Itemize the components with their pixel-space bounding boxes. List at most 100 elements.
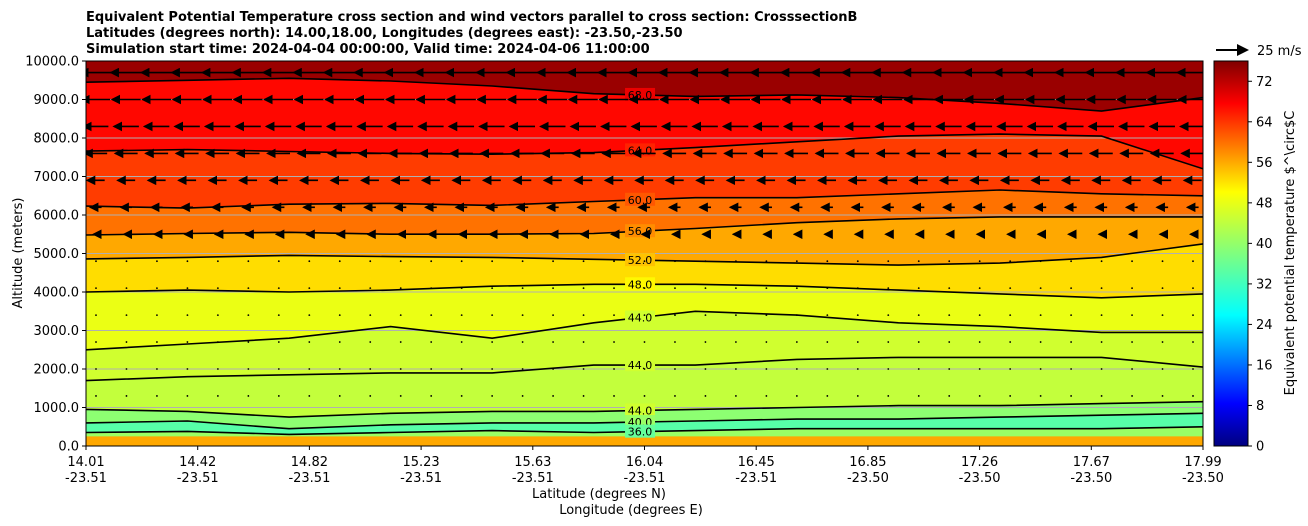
colorbar-tick-label: 48 [1256,196,1273,211]
wind-vector [1100,368,1103,370]
wind-vector [1009,341,1012,343]
y-tick-label: 4000.0 [34,286,80,301]
x-tick-label-lat: 14.42 [179,455,216,470]
wind-vector [552,395,554,397]
wind-vector [1192,260,1194,263]
wind-vector [156,287,158,290]
wind-vector [917,314,920,316]
x-tick-label-lat: 16.45 [738,455,775,470]
y-tick-label: 1000.0 [34,401,80,416]
wind-vector [765,287,768,290]
wind-vector [643,368,646,370]
wind-vector [674,287,676,290]
wind-vector [125,287,128,290]
wind-vector [674,314,676,316]
wind-vector [643,395,646,397]
wind-vector [369,314,372,316]
x-tick-label-lon: -23.50 [1070,471,1112,486]
wind-vector [795,368,798,370]
colorbar-tick-label: 8 [1256,399,1264,414]
x-tick-label-lat: 16.85 [849,455,886,470]
wind-vector [704,260,707,263]
contour-label-bg [625,310,656,324]
wind-vector [491,314,494,316]
y-tick-label: 3000.0 [34,324,80,339]
y-tick-label: 9000.0 [34,93,80,108]
wind-vector [460,341,463,343]
wind-vector [521,395,524,397]
wind-vector [156,341,158,343]
wind-vector [1009,395,1012,397]
wind-vector [704,341,707,343]
wind-vector [125,395,128,397]
wind-vector [582,395,585,397]
wind-vector [156,395,158,397]
wind-vector [430,395,433,397]
x-tick-label-lat: 17.99 [1184,455,1221,470]
wind-vector [338,368,341,370]
colorbar-ticks: 0 8 16 24 32 40 48 56 64 72 [1248,75,1273,455]
wind-vector [308,395,311,397]
wind-vector [552,260,554,263]
wind-vector [735,368,737,370]
wind-vector [1039,287,1042,290]
plot-area: 68.064.060.056.052.048.044.044.044.040.0… [86,61,1203,446]
wind-vector [704,287,707,290]
wind-vector [552,314,554,316]
wind-vector [887,368,890,370]
wind-vector [735,314,737,316]
wind-vector [856,395,859,397]
wind-vector [887,260,890,263]
wind-vector [1100,395,1103,397]
wind-vector [491,395,494,397]
wind-vector [1131,341,1133,343]
x-tick-label-lat: 17.26 [961,455,998,470]
x-tick-label-lon: -23.51 [512,471,554,486]
contour-label: 52.0 [628,254,653,267]
wind-vector [460,395,463,397]
wind-vector [1070,287,1073,290]
wind-vector [369,287,372,290]
wind-vector [156,314,158,316]
wind-vector [978,260,981,263]
wind-vector [95,260,97,263]
wind-vector [643,314,646,316]
wind-vector [613,341,615,343]
y-axis: 0.0 1000.0 2000.0 3000.0 4000.0 5000.0 6000.0 7… [25,55,86,455]
chart-title: Equivalent Potential Temperature cross s… [86,10,857,57]
wind-vector [156,260,158,263]
x-tick-label-lon: -23.51 [177,471,219,486]
wind-vector [735,341,737,343]
wind-vector [308,341,311,343]
wind-vector [674,341,676,343]
wind-vector [95,368,97,370]
wind-vector [552,368,554,370]
wind-vector [643,341,646,343]
wind-vector [277,395,280,397]
contour-label: 56.0 [628,225,653,238]
y-tick-label: 6000.0 [34,209,80,224]
colorbar-tick-label: 0 [1256,440,1264,455]
wind-vector [1161,287,1164,290]
wind-vector [1192,368,1194,370]
wind-vector [338,341,341,343]
wind-vector [186,287,189,290]
contour-label: 36.0 [628,426,653,439]
wind-vector [978,314,981,316]
x-tick-label-lat: 14.01 [67,455,104,470]
wind-vector [826,314,829,316]
wind-vector [125,314,128,316]
wind-vector [277,314,280,316]
wind-vectors [86,67,1203,397]
wind-vector [765,368,768,370]
x-tick-label-lon: -23.51 [735,471,777,486]
wind-vector [460,260,463,263]
wind-vector [95,314,97,316]
wind-vector [521,287,524,290]
contour-label: 44.0 [628,359,653,372]
wind-vector [460,314,463,316]
wind-vector [948,287,951,290]
wind-vector [613,260,615,263]
wind-vector [795,314,798,316]
wind-vector [1192,287,1194,290]
